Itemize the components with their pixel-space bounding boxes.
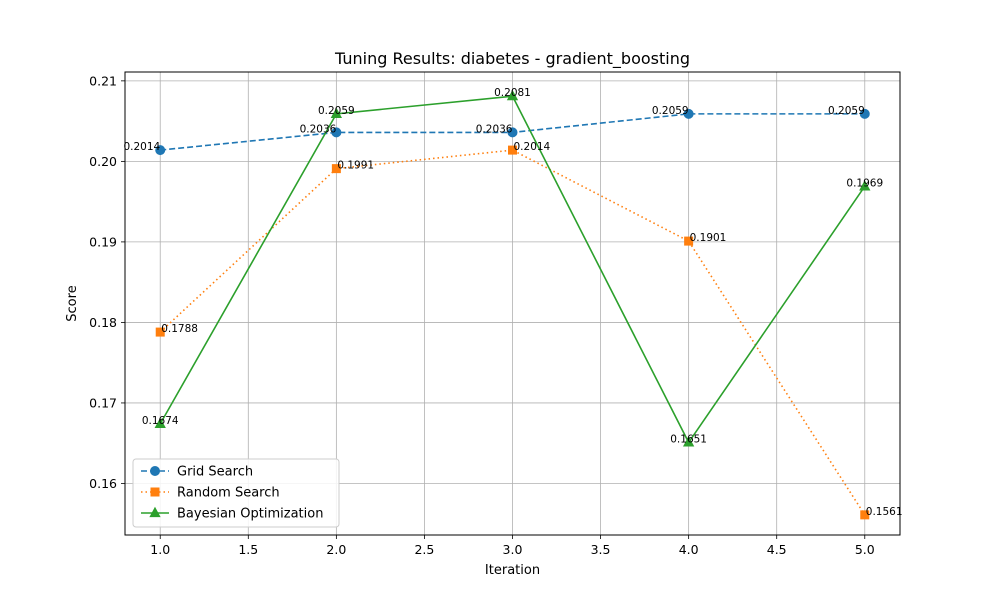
legend-marker-bayesian-optimization xyxy=(149,506,161,518)
x-tick-label: 2.5 xyxy=(414,542,434,557)
data-point-bayesian-optimization xyxy=(682,436,695,447)
legend-label-random-search: Random Search xyxy=(177,486,280,501)
data-label-grid-search: 0.2059 xyxy=(828,105,865,117)
x-tick-label: 3.5 xyxy=(591,542,611,557)
data-point-grid-search xyxy=(331,127,342,138)
x-tick-label: 5.0 xyxy=(855,542,875,557)
y-tick-label: 0.21 xyxy=(89,73,117,88)
data-point-random-search xyxy=(331,164,341,174)
data-label-bayesian-optimization: 0.1651 xyxy=(670,433,707,445)
y-tick-label: 0.19 xyxy=(89,234,117,249)
series-grid-search xyxy=(155,108,870,156)
data-label-bayesian-optimization: 0.1674 xyxy=(142,415,179,427)
chart-title: Tuning Results: diabetes - gradient_boos… xyxy=(334,49,690,69)
x-tick-label: 4.5 xyxy=(767,542,787,557)
data-label-grid-search: 0.2036 xyxy=(300,123,337,135)
data-label-random-search: 0.2014 xyxy=(514,141,551,153)
data-label-grid-search: 0.2014 xyxy=(123,141,160,153)
x-tick-label: 1.0 xyxy=(150,542,170,557)
data-point-grid-search xyxy=(683,108,694,119)
y-tick-label: 0.17 xyxy=(89,395,117,410)
data-label-random-search: 0.1561 xyxy=(866,506,903,518)
legend-label-grid-search: Grid Search xyxy=(177,465,253,480)
x-tick-label: 3.0 xyxy=(503,542,523,557)
data-label-grid-search: 0.2059 xyxy=(652,105,689,117)
series-bayesian-optimization xyxy=(154,89,871,447)
legend-marker-grid-search xyxy=(150,466,160,476)
data-point-grid-search xyxy=(155,145,166,156)
data-label-bayesian-optimization: 0.2081 xyxy=(494,87,531,99)
data-point-random-search xyxy=(684,236,694,246)
data-label-grid-search: 0.2036 xyxy=(476,123,513,135)
data-point-random-search xyxy=(860,510,870,520)
data-point-random-search xyxy=(508,145,517,155)
x-axis-label: Iteration xyxy=(485,563,540,578)
data-point-random-search xyxy=(155,327,165,337)
data-point-bayesian-optimization xyxy=(330,107,343,118)
grid-lines xyxy=(125,72,900,535)
y-tick-label: 0.18 xyxy=(89,315,117,330)
data-point-bayesian-optimization xyxy=(506,89,519,101)
x-tick-label: 2.0 xyxy=(326,542,346,557)
y-axis-label: Score xyxy=(65,285,80,321)
axis-ticks: 1.0 1.5 2.0 2.5 3.0 3.5 4.0 4.5 5.0 0.16 0.17 0.18 0… xyxy=(89,73,875,557)
data-label-random-search: 0.1991 xyxy=(337,160,374,172)
y-tick-label: 0.20 xyxy=(89,154,117,169)
x-tick-label: 1.5 xyxy=(238,542,258,557)
series-random-search xyxy=(155,145,870,520)
data-label-bayesian-optimization: 0.1969 xyxy=(846,177,883,189)
data-point-grid-search xyxy=(507,127,518,138)
data-label-random-search: 0.1788 xyxy=(161,323,198,335)
data-point-grid-search xyxy=(859,108,870,119)
series-layer xyxy=(154,89,871,520)
data-point-bayesian-optimization xyxy=(154,417,166,428)
data-label-random-search: 0.1901 xyxy=(690,232,727,244)
legend-marker-random-search xyxy=(150,487,160,497)
legend: Grid Search Random Search Bayesian Optimiz… xyxy=(132,458,340,528)
x-tick-label: 4.0 xyxy=(679,542,699,557)
data-point-bayesian-optimization xyxy=(859,180,871,191)
legend-box xyxy=(132,458,340,528)
y-tick-label: 0.16 xyxy=(89,476,117,491)
legend-label-bayesian-optimization: Bayesian Optimization xyxy=(177,507,323,522)
data-label-bayesian-optimization: 0.2059 xyxy=(318,105,355,117)
